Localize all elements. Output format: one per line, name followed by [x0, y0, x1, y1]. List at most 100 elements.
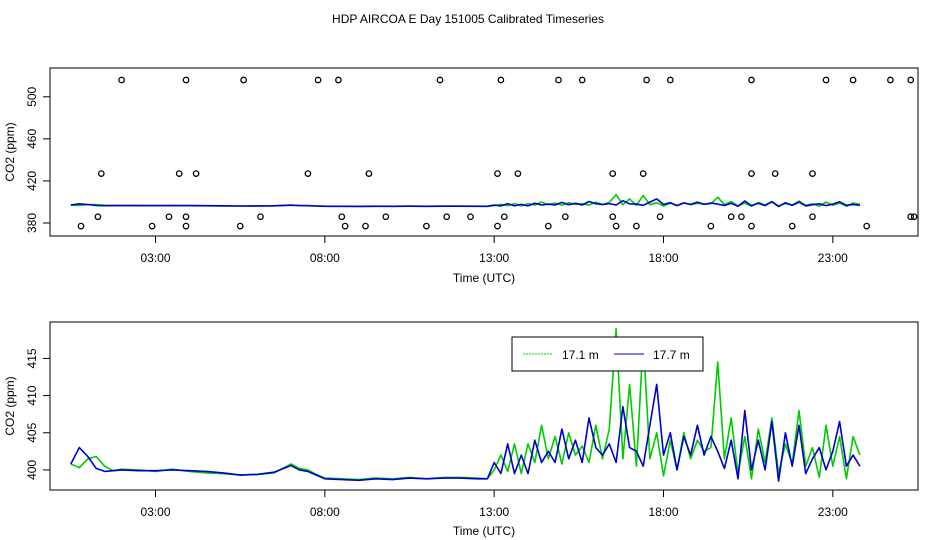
legend-label-17-7m: 17.7 m — [653, 348, 690, 362]
calibration-point — [365, 170, 373, 177]
calibration-point — [314, 76, 322, 84]
calibration-point — [443, 213, 451, 221]
calibration-point — [500, 213, 508, 221]
bottom-y-tick-label: 415 — [25, 348, 39, 368]
calibration-point — [436, 76, 444, 84]
calibration-point — [362, 222, 369, 230]
bottom-series-line-17-7-m — [70, 383, 861, 482]
bottom-y-axis-label: CO2 (ppm) — [3, 376, 17, 435]
top-plot-frame — [49, 67, 919, 237]
bottom-y-axis: 400 405 410 415 — [25, 348, 50, 480]
calibration-point — [738, 213, 745, 221]
bottom-y-tick-label: 400 — [25, 460, 39, 480]
legend-label-17-1m: 17.1 m — [562, 348, 599, 362]
legend-box — [511, 336, 704, 372]
top-y-tick-label: 500 — [25, 86, 39, 106]
calibration-point — [97, 170, 105, 177]
top-y-axis-label: CO2 (ppm) — [3, 122, 17, 181]
calibration-point — [544, 222, 552, 230]
calibration-point — [118, 76, 125, 84]
calibration-point — [467, 213, 474, 221]
bottom-x-tick-label: 03:00 — [140, 505, 170, 519]
calibration-point — [887, 76, 894, 84]
top-x-tick-label: 18:00 — [648, 251, 678, 265]
calibration-point — [910, 213, 918, 221]
calibration-point — [94, 213, 102, 221]
calibration-point — [771, 170, 779, 177]
bottom-plot-frame — [49, 321, 919, 491]
top-series-line-17-7-m — [70, 198, 861, 208]
calibration-point — [561, 213, 569, 221]
calibration-point — [240, 76, 247, 84]
calibration-point — [341, 222, 349, 230]
calibration-point — [497, 76, 505, 84]
calibration-point — [182, 213, 190, 221]
calibration-point — [609, 170, 617, 177]
top-panel: 03:00 08:00 13:00 18:00 23:00 380 420 460 500 T… — [3, 67, 919, 285]
calibration-point — [748, 76, 755, 84]
calibration-point — [555, 76, 562, 84]
calibration-point — [304, 170, 312, 177]
chart-title: HDP AIRCOA E Day 151005 Calibrated Times… — [332, 12, 604, 26]
top-series-group — [70, 193, 861, 208]
calibration-point — [849, 76, 857, 84]
bottom-x-axis: 03:00 08:00 13:00 18:00 23:00 — [140, 490, 848, 519]
bottom-series-line-17-1-m — [70, 327, 861, 481]
top-x-tick-label: 03:00 — [140, 251, 170, 265]
top-calibration-points — [77, 76, 918, 230]
calibration-point — [643, 76, 650, 84]
bottom-x-tick-label: 18:00 — [648, 505, 678, 519]
bottom-x-tick-label: 08:00 — [310, 505, 340, 519]
calibration-point — [182, 76, 190, 84]
calibration-point — [707, 222, 715, 230]
calibration-point — [494, 222, 501, 230]
calibration-point — [633, 222, 640, 230]
legend: 17.1 m 17.7 m — [511, 336, 704, 372]
calibration-point — [809, 170, 816, 177]
calibration-point — [907, 76, 915, 84]
top-x-axis: 03:00 08:00 13:00 18:00 23:00 — [140, 236, 848, 265]
top-x-tick-label: 23:00 — [818, 251, 848, 265]
calibration-point — [666, 76, 674, 84]
top-y-tick-label: 380 — [25, 213, 39, 233]
calibration-point — [822, 76, 830, 84]
calibration-point — [578, 76, 586, 84]
calibration-point — [148, 222, 156, 230]
calibration-point — [257, 213, 264, 221]
calibration-point — [788, 222, 796, 230]
bottom-x-tick-label: 23:00 — [818, 505, 848, 519]
calibration-point — [612, 222, 620, 230]
calibration-point — [192, 170, 200, 177]
bottom-series-group — [70, 327, 861, 482]
calibration-point — [809, 213, 816, 221]
calibration-point — [182, 222, 190, 230]
bottom-x-tick-label: 13:00 — [479, 505, 509, 519]
calibration-point — [748, 222, 755, 230]
top-x-axis-label: Time (UTC) — [453, 271, 515, 285]
top-x-tick-label: 08:00 — [310, 251, 340, 265]
top-y-tick-label: 420 — [25, 171, 39, 191]
calibration-point — [609, 213, 617, 221]
calibration-point — [423, 222, 430, 230]
bottom-y-tick-label: 405 — [25, 422, 39, 442]
calibration-point — [236, 222, 244, 230]
calibration-point — [907, 213, 915, 221]
calibration-point — [338, 213, 346, 221]
top-y-tick-label: 460 — [25, 129, 39, 149]
calibration-point — [863, 222, 871, 230]
calibration-point — [175, 170, 183, 177]
top-x-tick-label: 13:00 — [479, 251, 509, 265]
bottom-x-axis-label: Time (UTC) — [453, 524, 515, 538]
calibration-point — [727, 213, 735, 221]
top-y-axis: 380 420 460 500 — [25, 86, 50, 233]
calibration-point — [77, 222, 85, 230]
calibration-point — [165, 213, 173, 221]
calibration-point — [639, 170, 647, 177]
bottom-panel: 03:00 08:00 13:00 18:00 23:00 400 405 410 415 T… — [3, 321, 919, 538]
calibration-point — [335, 76, 342, 84]
calibration-point — [748, 170, 755, 177]
calibration-point — [656, 213, 664, 221]
calibration-point — [382, 213, 390, 221]
calibration-point — [494, 170, 501, 177]
